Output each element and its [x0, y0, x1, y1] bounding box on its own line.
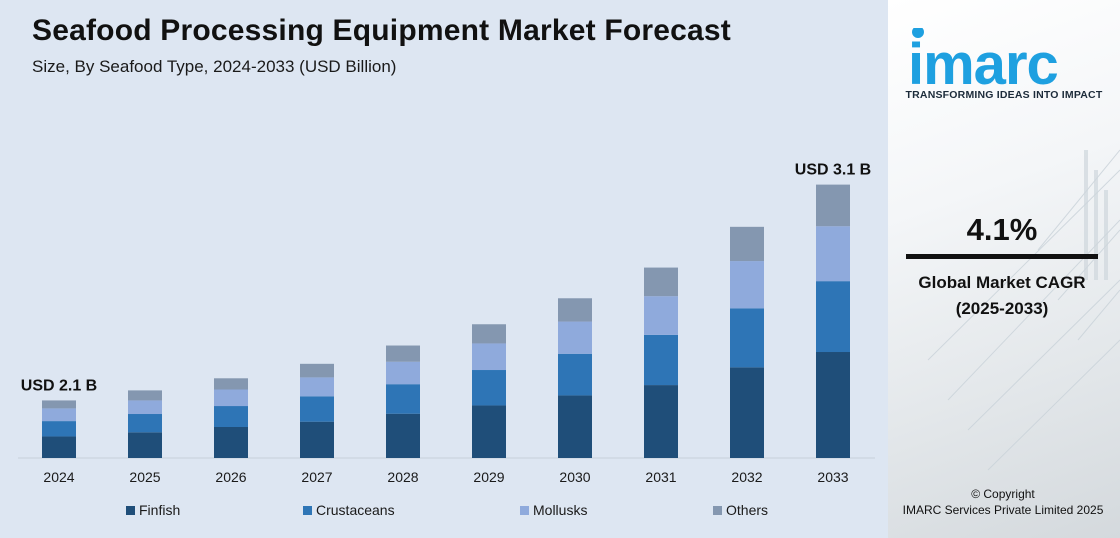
- bar-finfish-2026: [214, 427, 248, 458]
- bar-others-2033: [816, 184, 850, 227]
- x-tick-label-2028: 2028: [387, 469, 418, 485]
- bar-crustaceans-2033: [816, 281, 850, 353]
- bar-stack-2030: [558, 298, 592, 458]
- bar-crustaceans-2029: [472, 370, 506, 406]
- bar-crustaceans-2025: [128, 414, 162, 433]
- cagr-value: 4.1%: [966, 212, 1038, 247]
- x-tick-label-2025: 2025: [129, 469, 160, 485]
- bar-finfish-2032: [730, 367, 764, 458]
- data-label-2033: USD 3.1 B: [795, 162, 871, 179]
- bar-crustaceans-2032: [730, 308, 764, 368]
- chart-subtitle: Size, By Seafood Type, 2024-2033 (USD Bi…: [32, 57, 397, 76]
- legend-label-crustaceans: Crustaceans: [316, 502, 395, 518]
- legend-label-others: Others: [726, 502, 769, 518]
- bar-stack-2026: [214, 378, 248, 458]
- legend-item-others: Others: [713, 502, 768, 518]
- bar-stack-2033: [816, 184, 850, 458]
- bar-finfish-2024: [42, 436, 76, 458]
- background-graph-decoration: [927, 149, 1120, 471]
- bar-mollusks-2026: [214, 389, 248, 407]
- legend-swatch-others: [713, 505, 722, 515]
- logo-wordmark: imarc: [908, 32, 1058, 96]
- bar-others-2028: [386, 345, 420, 362]
- bar-mollusks-2033: [816, 226, 850, 282]
- x-tick-label-2032: 2032: [731, 469, 762, 485]
- bar-finfish-2031: [644, 385, 678, 458]
- bar-others-2025: [128, 390, 162, 401]
- chart-legend: Finfish Crustaceans Mollusks Others: [0, 502, 888, 520]
- bar-mollusks-2025: [128, 400, 162, 415]
- chart-panel: Seafood Processing Equipment Market Fore…: [0, 0, 888, 538]
- bar-finfish-2027: [300, 421, 334, 458]
- brand-tagline: TRANSFORMING IDEAS INTO IMPACT: [905, 89, 1103, 101]
- bar-finfish-2033: [816, 352, 850, 458]
- cagr-label: Global Market CAGR (2025-2033): [888, 270, 1116, 322]
- bar-mollusks-2029: [472, 343, 506, 371]
- chart-title: Seafood Processing Equipment Market Fore…: [32, 14, 731, 47]
- bar-stack-2028: [386, 345, 420, 458]
- bar-mollusks-2031: [644, 296, 678, 335]
- bar-others-2026: [214, 378, 248, 390]
- bar-mollusks-2027: [300, 377, 334, 397]
- bar-mollusks-2030: [558, 321, 592, 354]
- bar-finfish-2025: [128, 432, 162, 458]
- bar-crustaceans-2028: [386, 384, 420, 414]
- bar-stack-2029: [472, 324, 506, 458]
- bar-crustaceans-2027: [300, 396, 334, 422]
- stacked-bar-chart: 2024 2025 2026 2027 2028 2029 2030 2031 2032 2033…: [18, 162, 875, 485]
- bar-crustaceans-2024: [42, 421, 76, 437]
- legend-item-finfish: Finfish: [126, 502, 180, 518]
- bar-others-2029: [472, 324, 506, 344]
- x-tick-label-2027: 2027: [301, 469, 332, 485]
- bar-others-2031: [644, 267, 678, 297]
- bar-crustaceans-2030: [558, 353, 592, 396]
- x-tick-label-2024: 2024: [43, 469, 74, 485]
- bar-others-2027: [300, 363, 334, 378]
- cagr-divider: [906, 254, 1098, 259]
- bar-stack-2032: [730, 226, 764, 458]
- legend-item-crustaceans: Crustaceans: [303, 502, 395, 518]
- x-tick-label-2030: 2030: [559, 469, 590, 485]
- bar-stack-2024: [42, 400, 76, 458]
- bar-mollusks-2024: [42, 408, 76, 422]
- copyright-line1: © Copyright: [971, 487, 1035, 501]
- imarc-logo: imarc: [908, 28, 1059, 96]
- data-label-2024: USD 2.1 B: [21, 377, 97, 394]
- bar-crustaceans-2026: [214, 406, 248, 427]
- copyright-line2: IMARC Services Private Limited 2025: [902, 503, 1104, 517]
- bar-finfish-2028: [386, 413, 420, 458]
- copyright-notice: © Copyright IMARC Services Private Limit…: [888, 486, 1118, 518]
- x-tick-label-2031: 2031: [645, 469, 676, 485]
- bar-stack-2025: [128, 390, 162, 458]
- x-tick-label-2033: 2033: [817, 469, 848, 485]
- legend-swatch-mollusks: [520, 505, 529, 515]
- cagr-label-line1: Global Market CAGR: [918, 273, 1086, 292]
- cagr-label-line2: (2025-2033): [955, 299, 1049, 318]
- bar-others-2030: [558, 298, 592, 322]
- bar-crustaceans-2031: [644, 334, 678, 386]
- side-panel: imarc TRANSFORMING IDEAS INTO IMPACT 4.1…: [888, 0, 1120, 538]
- bar-others-2032: [730, 226, 764, 262]
- bar-finfish-2030: [558, 395, 592, 458]
- bar-others-2024: [42, 400, 76, 409]
- legend-swatch-crustaceans: [303, 505, 312, 515]
- bar-mollusks-2028: [386, 361, 420, 385]
- legend-label-finfish: Finfish: [139, 502, 181, 518]
- legend-item-mollusks: Mollusks: [520, 502, 587, 518]
- x-tick-label-2029: 2029: [473, 469, 504, 485]
- legend-swatch-finfish: [126, 505, 135, 515]
- legend-label-mollusks: Mollusks: [533, 502, 588, 518]
- x-tick-label-2026: 2026: [215, 469, 246, 485]
- bar-stack-2031: [644, 267, 678, 458]
- bar-mollusks-2032: [730, 261, 764, 309]
- bar-stack-2027: [300, 363, 334, 458]
- bar-finfish-2029: [472, 405, 506, 458]
